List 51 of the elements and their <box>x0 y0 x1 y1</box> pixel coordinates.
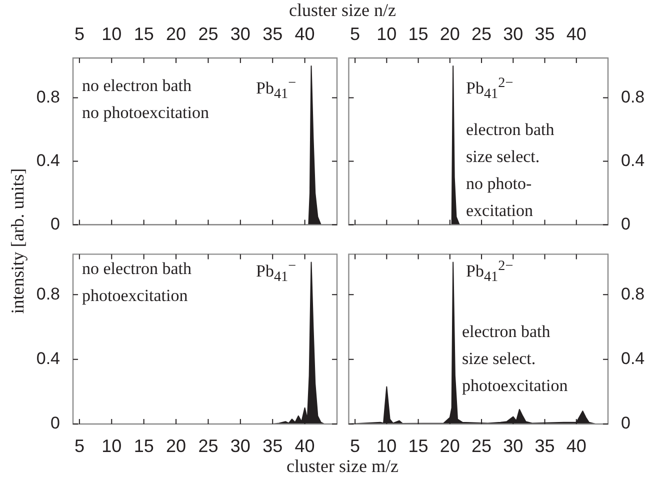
x-tick-label: 15 <box>408 436 428 456</box>
x-tick-label: 5 <box>350 436 360 456</box>
x-tick-label: 40 <box>294 436 315 456</box>
x-tick-label: 40 <box>566 436 586 456</box>
y-tick-label: 0.4 <box>36 349 60 368</box>
y-tick-label: 0 <box>621 214 630 234</box>
x-tick-label: 25 <box>472 436 492 456</box>
x-tick-label: 35 <box>262 24 283 44</box>
x-tick-label: 35 <box>534 436 555 456</box>
x-tick-label: 15 <box>408 24 428 44</box>
y-tick-label: 0 <box>50 214 60 234</box>
x-tick-label: 25 <box>472 24 492 44</box>
y-tick-label: 0 <box>621 414 630 433</box>
x-tick-label: 35 <box>262 436 283 456</box>
y-tick-label: 0.4 <box>621 349 645 368</box>
y-tick-label: 0.8 <box>36 87 60 106</box>
x-tick-label: 30 <box>503 24 524 44</box>
x-tick-label: 20 <box>166 436 186 456</box>
x-tick-label: 20 <box>166 24 186 44</box>
x-tick-label: 15 <box>134 24 154 44</box>
y-axis-title: intensity [arb. units] <box>8 168 28 314</box>
x-tick-label: 5 <box>74 436 84 456</box>
y-tick-label: 0.8 <box>36 284 60 304</box>
x-tick-label: 40 <box>294 24 315 44</box>
x-tick-label: 35 <box>534 24 555 44</box>
x-tick-label: 10 <box>102 24 122 44</box>
x-tick-label: 5 <box>350 24 360 44</box>
y-tick-label: 0.8 <box>621 284 645 304</box>
annotation: electron bath size select. no photo- excitation <box>466 119 554 222</box>
y-tick-label: 0.4 <box>36 150 60 170</box>
annotation: no electron bath photoexcitation <box>82 258 192 307</box>
x-tick-label: 30 <box>503 436 524 456</box>
x-tick-label: 25 <box>198 24 218 44</box>
x-tick-label: 20 <box>440 436 460 456</box>
x-tick-label: 40 <box>566 24 586 44</box>
x-tick-label: 20 <box>440 24 460 44</box>
x-tick-label: 10 <box>376 436 397 456</box>
x-tick-label: 5 <box>74 24 84 44</box>
y-tick-label: 0.4 <box>621 150 645 170</box>
x-tick-label: 10 <box>102 436 122 456</box>
x-tick-label: 30 <box>230 436 250 456</box>
y-tick-label: 0 <box>50 414 60 433</box>
annotation: electron bath size select. photoexcitation <box>462 321 568 397</box>
y-tick-label: 0.8 <box>621 87 645 106</box>
x-tick-label: 30 <box>230 24 250 44</box>
x-tick-label: 15 <box>134 436 154 456</box>
annotation: no electron bath no photoexcitation <box>82 75 210 124</box>
x-tick-label: 10 <box>376 24 397 44</box>
x-axis-title: cluster size n/z <box>288 0 397 21</box>
x-axis-title: cluster size m/z <box>286 456 400 477</box>
x-tick-label: 25 <box>198 436 218 456</box>
